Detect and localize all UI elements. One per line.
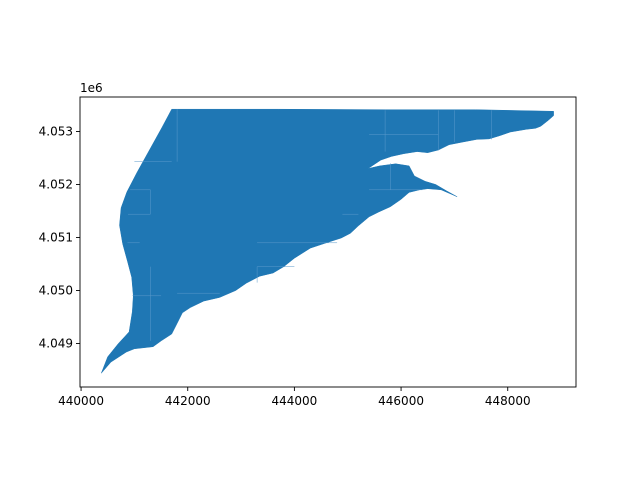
y-tick-label: 4.051 (39, 230, 73, 244)
x-tick-label: 442000 (165, 394, 211, 408)
x-tick-label: 440000 (58, 394, 104, 408)
x-axis: 440000 442000 444000 446000 448000 (58, 387, 531, 408)
y-offset-label: 1e6 (80, 81, 103, 95)
y-axis: 4.049 4.050 4.051 4.052 4.053 (39, 124, 80, 351)
y-tick-label: 4.053 (39, 124, 73, 138)
x-tick-label: 446000 (378, 394, 424, 408)
y-tick-label: 4.049 (39, 337, 73, 351)
x-tick-label: 444000 (271, 394, 317, 408)
axes-frame (79, 96, 577, 388)
x-tick-label: 448000 (485, 394, 531, 408)
land-parcel-polygon (101, 108, 554, 374)
y-tick-label: 4.052 (39, 177, 73, 191)
map-plot-area (101, 108, 554, 374)
y-tick-label: 4.050 (39, 284, 73, 298)
